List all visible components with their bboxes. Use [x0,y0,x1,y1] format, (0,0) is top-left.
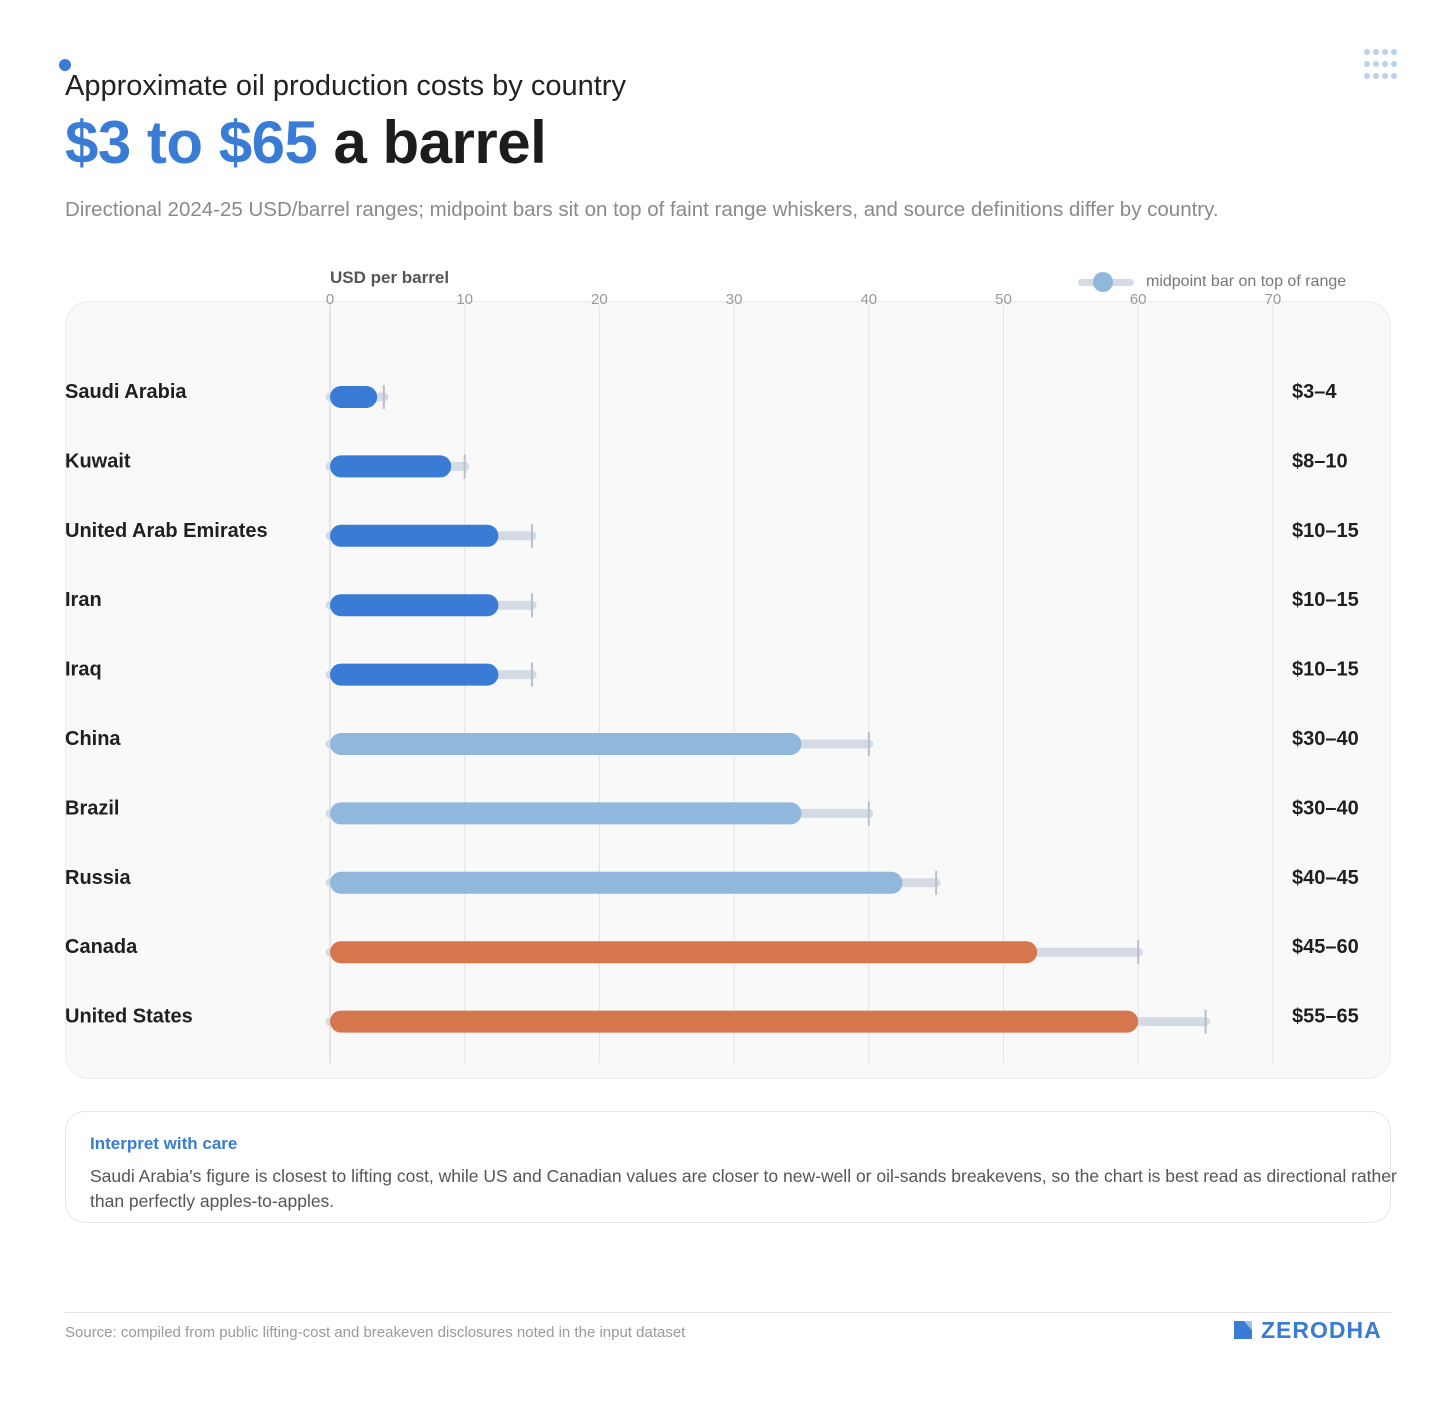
x-tick-label-10: 10 [456,291,473,308]
headline-rest: a barrel [333,109,547,176]
legend-label: midpoint bar on top of range [1146,273,1347,290]
midpoint-bar-iran [330,594,499,617]
country-label-russia: Russia [65,867,131,889]
country-label-united-arab-emirates: United Arab Emirates [65,520,268,542]
accent-dot [59,59,71,71]
note-body: Saudi Arabia's figure is closest to lift… [90,1166,1397,1211]
country-label-saudi-arabia: Saudi Arabia [65,381,187,403]
range-label-iraq: $10–15 [1292,659,1359,681]
range-label-brazil: $30–40 [1292,797,1359,819]
legend-swatch [1078,270,1134,294]
x-tick-label-50: 50 [995,291,1012,308]
row-layer: Saudi Arabia $3–4 Kuwait $8–10 United Arab E… [65,381,1359,1034]
range-label-russia: $40–45 [1292,867,1359,889]
brand: ZERODHA [1234,1316,1382,1344]
x-tick-label-30: 30 [726,291,743,308]
midpoint-bar-russia [330,871,903,894]
range-label-united-states: $55–65 [1292,1006,1359,1028]
bar-chart: 0 10 20 30 40 50 60 70 Saudi Arabia $3–4 Kuwait $8… [65,291,1359,1063]
country-label-iran: Iran [65,589,102,611]
country-label-iraq: Iraq [65,659,102,681]
midpoint-bar-iraq [330,663,499,686]
range-label-iran: $10–15 [1292,589,1359,611]
chart-kicker: Approximate oil production costs by coun… [65,70,626,102]
range-label-kuwait: $8–10 [1292,450,1348,472]
chart-headline: $3 to $65 a barrel [65,108,547,177]
axis-unit-label: USD per barrel [330,268,450,287]
headline-accent: $3 to $65 [65,109,318,176]
note-card [65,1111,1391,1223]
midpoint-bar-kuwait [330,455,452,478]
midpoint-bar-united-states [330,1010,1139,1033]
country-label-canada: Canada [65,936,138,958]
x-tick-label-20: 20 [591,291,608,308]
midpoint-bar-united-arab-emirates [330,524,499,547]
country-label-china: China [65,728,121,750]
range-label-saudi-arabia: $3–4 [1292,381,1337,403]
country-label-united-states: United States [65,1006,193,1028]
range-label-united-arab-emirates: $10–15 [1292,520,1359,542]
range-label-canada: $45–60 [1292,936,1359,958]
brand-name: ZERODHA [1261,1316,1382,1343]
note-title: Interpret with care [90,1134,238,1153]
x-tick-label-60: 60 [1130,291,1147,308]
range-label-china: $30–40 [1292,728,1359,750]
x-tick-label-40: 40 [860,291,877,308]
legend: midpoint bar on top of range [1078,270,1346,294]
zerodha-logo-icon [1234,1321,1252,1339]
source-note: Source: compiled from public lifting-cos… [65,1324,686,1341]
grid-layer [329,305,1274,1063]
midpoint-bar-saudi-arabia [330,386,378,408]
footer-divider [65,1312,1391,1313]
dot-grid-icon [1364,49,1397,81]
midpoint-bar-brazil [330,802,802,825]
midpoint-bar-canada [330,941,1038,964]
legend-knob [1093,272,1113,292]
country-label-brazil: Brazil [65,797,119,819]
country-label-kuwait: Kuwait [65,450,131,472]
tick-layer: 0 10 20 30 40 50 60 70 [326,291,1281,308]
x-tick-label-0: 0 [326,291,334,308]
x-tick-label-70: 70 [1265,291,1282,308]
midpoint-bar-china [330,733,802,755]
chart-subtitle: Directional 2024-25 USD/barrel ranges; m… [65,198,1219,221]
